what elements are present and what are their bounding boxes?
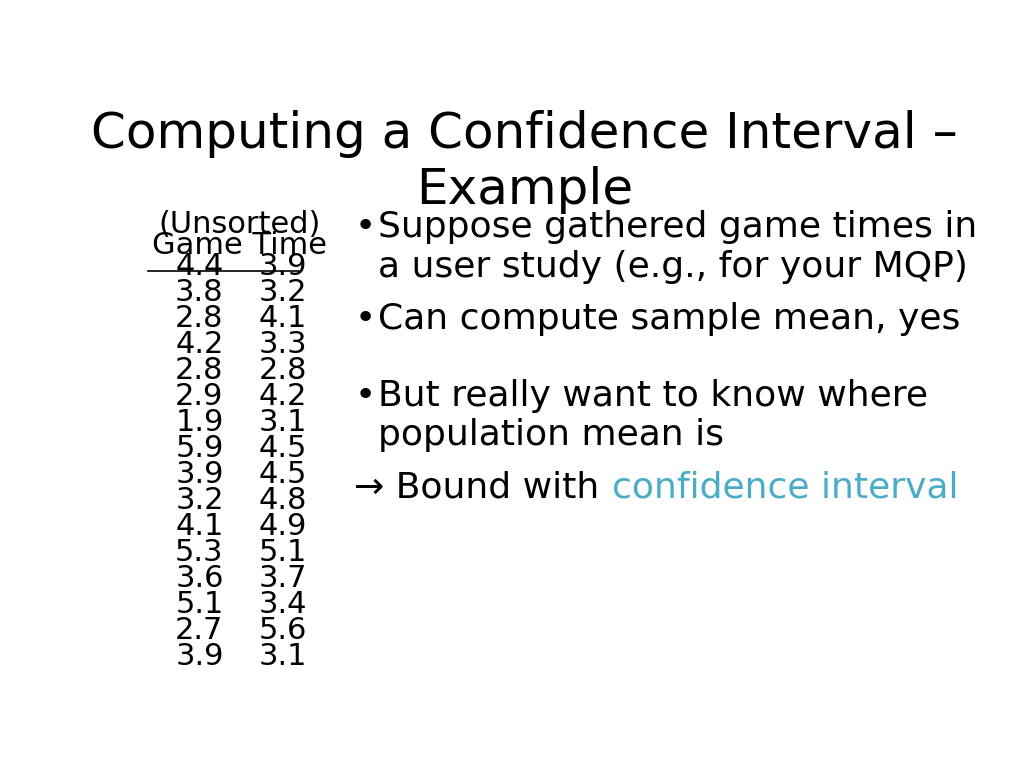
Text: Game Time: Game Time <box>152 231 327 260</box>
Text: •: • <box>354 379 376 413</box>
Text: 4.5: 4.5 <box>259 460 307 489</box>
Text: 3.7: 3.7 <box>258 564 307 593</box>
Text: 5.9: 5.9 <box>175 434 223 463</box>
Text: 3.9: 3.9 <box>175 460 223 489</box>
Text: 3.3: 3.3 <box>258 330 307 359</box>
Text: confidence interval: confidence interval <box>612 471 958 505</box>
Text: 3.2: 3.2 <box>258 278 307 307</box>
Text: 3.4: 3.4 <box>258 590 307 619</box>
Text: •: • <box>354 210 376 244</box>
Text: 2.7: 2.7 <box>175 616 223 645</box>
Text: 4.2: 4.2 <box>259 382 307 411</box>
Text: 5.1: 5.1 <box>175 590 223 619</box>
Text: 4.4: 4.4 <box>175 252 223 281</box>
Text: 4.8: 4.8 <box>258 486 307 515</box>
Text: Suppose gathered game times in
a user study (e.g., for your MQP): Suppose gathered game times in a user st… <box>378 210 977 284</box>
Text: 3.1: 3.1 <box>258 408 307 437</box>
Text: 4.5: 4.5 <box>259 434 307 463</box>
Text: But really want to know where
population mean is: But really want to know where population… <box>378 379 928 452</box>
Text: 3.9: 3.9 <box>175 642 223 671</box>
Text: 3.1: 3.1 <box>258 642 307 671</box>
Text: 2.8: 2.8 <box>175 356 223 385</box>
Text: 3.6: 3.6 <box>175 564 223 593</box>
Text: 4.1: 4.1 <box>175 512 223 541</box>
Text: 2.8: 2.8 <box>175 304 223 333</box>
Text: 3.2: 3.2 <box>175 486 223 515</box>
Text: 2.8: 2.8 <box>258 356 307 385</box>
Text: (Unsorted): (Unsorted) <box>158 210 321 240</box>
Text: Computing a Confidence Interval –
Example: Computing a Confidence Interval – Exampl… <box>91 110 958 214</box>
Text: 4.2: 4.2 <box>175 330 223 359</box>
Text: 5.1: 5.1 <box>259 538 307 567</box>
Text: 4.9: 4.9 <box>259 512 307 541</box>
Text: 1.9: 1.9 <box>175 408 223 437</box>
Text: 2.9: 2.9 <box>175 382 223 411</box>
Text: 3.8: 3.8 <box>175 278 223 307</box>
Text: 4.1: 4.1 <box>259 304 307 333</box>
Text: Can compute sample mean, yes: Can compute sample mean, yes <box>378 302 961 336</box>
Text: 5.6: 5.6 <box>259 616 307 645</box>
Text: 5.3: 5.3 <box>175 538 223 567</box>
Text: •: • <box>354 302 376 336</box>
Text: → Bound with: → Bound with <box>354 471 611 505</box>
Text: 3.9: 3.9 <box>258 252 307 281</box>
